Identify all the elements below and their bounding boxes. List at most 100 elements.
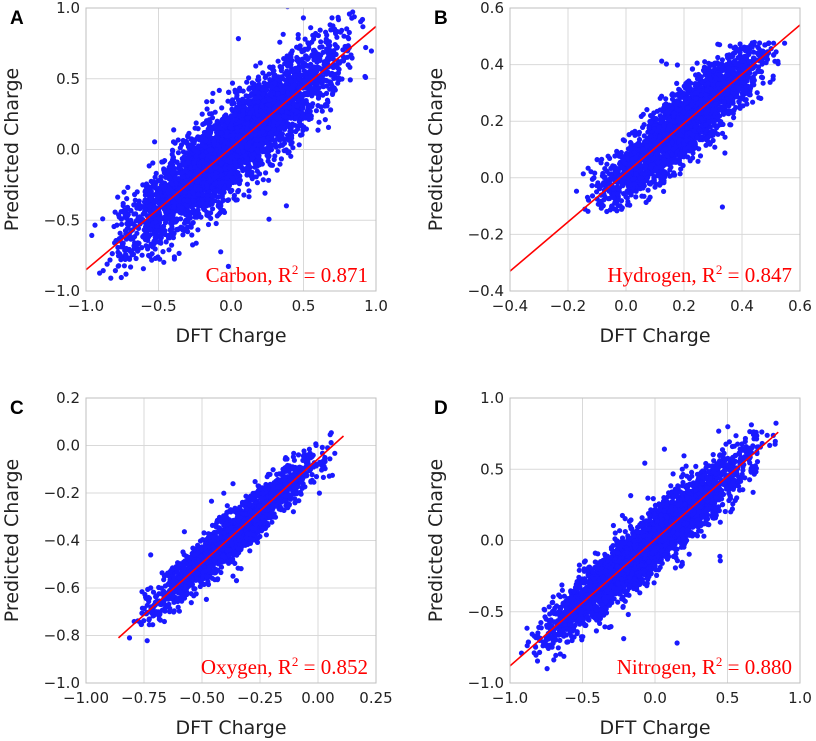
scatter-point xyxy=(152,255,159,261)
scatter-point xyxy=(123,252,129,258)
scatter-point xyxy=(281,148,287,154)
scatter-point xyxy=(320,92,326,98)
scatter-point xyxy=(171,204,177,210)
scatter-point xyxy=(152,183,158,189)
scatter-point xyxy=(230,179,236,186)
scatter-point xyxy=(250,145,256,151)
scatter-point xyxy=(206,189,212,195)
scatter-point xyxy=(122,256,128,262)
scatter-point xyxy=(247,85,253,91)
scatter-point xyxy=(249,155,255,161)
scatter-point xyxy=(178,224,184,230)
scatter-point xyxy=(254,137,260,143)
scatter-point xyxy=(319,108,325,114)
scatter-point xyxy=(104,261,110,267)
scatter-point xyxy=(333,30,339,37)
scatter-point xyxy=(254,180,260,186)
scatter-point xyxy=(272,153,278,159)
scatter-point xyxy=(162,174,169,180)
y-axis-label: Predicted Charge xyxy=(1,68,23,231)
scatter-point xyxy=(121,263,127,269)
scatter-point xyxy=(239,128,245,134)
scatter-point xyxy=(160,249,166,255)
scatter-point xyxy=(254,109,260,115)
scatter-point xyxy=(162,158,168,164)
scatter-point xyxy=(226,164,232,170)
scatter-point xyxy=(202,137,209,144)
scatter-point xyxy=(131,202,137,208)
scatter-point xyxy=(348,52,354,58)
scatter-point xyxy=(229,80,236,86)
scatter-point xyxy=(146,226,153,232)
scatter-point xyxy=(254,147,260,153)
scatter-point xyxy=(246,75,252,81)
scatter-point xyxy=(161,167,167,173)
scatter-point xyxy=(279,142,286,148)
scatter-point xyxy=(260,177,266,183)
scatter-point xyxy=(210,193,216,199)
scatter-point xyxy=(218,207,224,213)
scatter-point xyxy=(265,144,271,150)
scatter-point xyxy=(292,82,298,88)
scatter-point xyxy=(239,112,246,118)
scatter-point xyxy=(232,112,238,118)
scatter-point xyxy=(260,91,266,97)
scatter-point xyxy=(240,149,246,155)
scatter-point xyxy=(213,174,219,180)
scatter-point xyxy=(295,35,301,42)
scatter-point xyxy=(241,192,247,198)
scatter-point xyxy=(277,133,283,139)
scatter-point xyxy=(358,19,364,25)
scatter-point xyxy=(225,263,231,269)
scatter-point xyxy=(288,54,294,60)
scatter-point xyxy=(225,141,231,147)
scatter-point xyxy=(222,123,228,129)
scatter-point xyxy=(199,111,205,117)
scatter-point xyxy=(190,198,196,204)
scatter-point xyxy=(260,70,266,76)
scatter-point xyxy=(184,225,190,231)
scatter-point xyxy=(342,43,348,50)
scatter-point xyxy=(230,100,237,106)
scatter-point xyxy=(193,240,199,246)
scatter-point xyxy=(282,104,288,110)
scatter-point xyxy=(168,227,174,233)
scatter-point xyxy=(172,140,178,146)
scatter-point xyxy=(112,209,118,215)
scatter-point xyxy=(289,121,295,127)
scatter-point xyxy=(120,203,126,209)
scatter-point xyxy=(255,84,261,90)
scatter-point xyxy=(272,80,278,86)
scatter-point xyxy=(187,170,193,177)
scatter-point xyxy=(271,74,277,80)
scatter-point xyxy=(162,214,168,220)
scatter-point xyxy=(251,151,257,157)
scatter-point xyxy=(260,111,266,117)
scatter-point xyxy=(201,172,208,178)
scatter-point xyxy=(205,221,212,228)
scatter-point xyxy=(240,108,246,114)
scatter-point xyxy=(344,54,350,60)
scatter-point xyxy=(329,87,335,93)
scatter-point xyxy=(300,48,306,54)
scatter-point xyxy=(166,247,172,253)
scatter-point xyxy=(211,140,217,146)
scatter-point xyxy=(204,209,210,215)
scatter-point xyxy=(277,39,283,45)
scatter-point xyxy=(210,90,216,96)
scatter-point xyxy=(302,36,308,42)
scatter-point xyxy=(140,266,146,272)
scatter-point xyxy=(225,98,231,104)
scatter-point xyxy=(234,153,240,159)
scatter-point xyxy=(234,132,241,138)
scatter-point xyxy=(150,160,156,166)
scatter-point xyxy=(237,158,243,165)
scatter-point xyxy=(316,119,322,125)
scatter-point xyxy=(300,98,306,104)
scatter-point xyxy=(329,15,335,21)
scatter-point xyxy=(230,132,236,138)
scatter-point xyxy=(125,184,131,190)
scatter-point xyxy=(205,196,211,202)
scatter-point xyxy=(143,199,149,205)
